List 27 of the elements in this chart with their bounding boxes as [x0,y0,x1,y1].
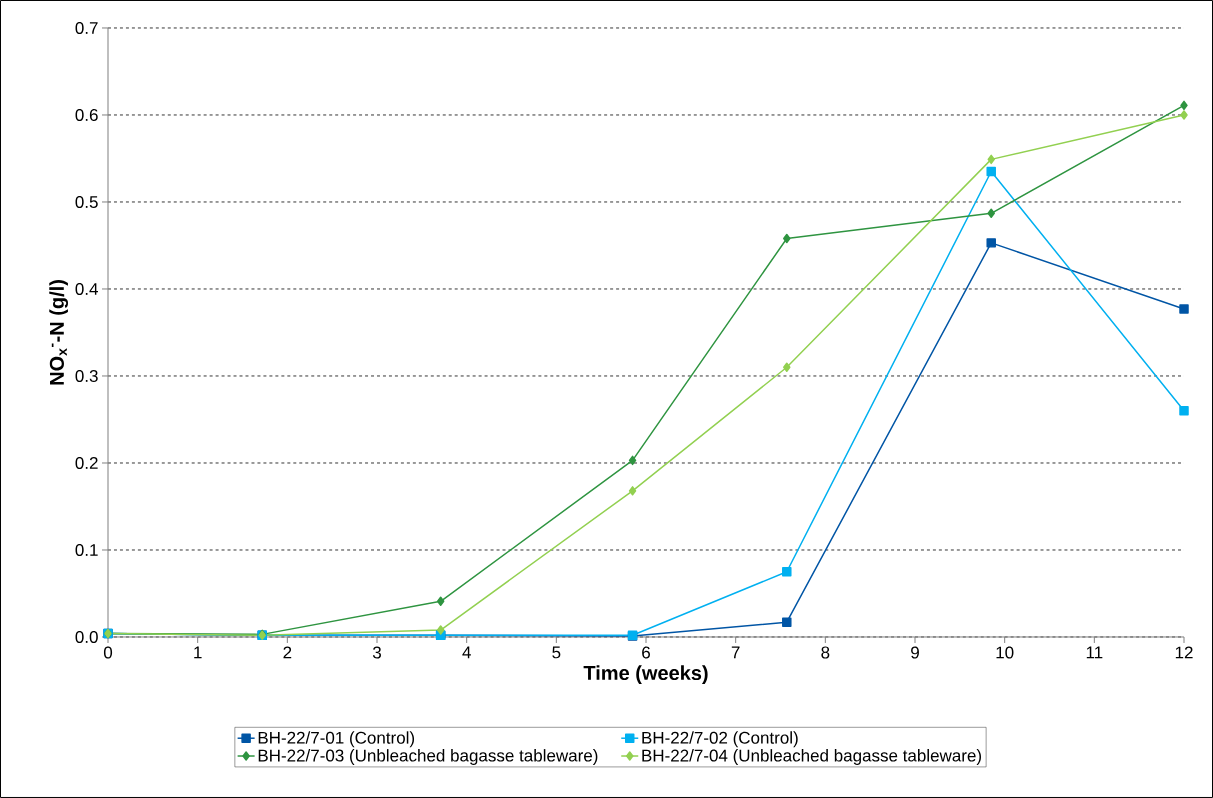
x-tick-label: 12 [1175,646,1193,659]
y-tick-label: 0.5 [75,195,98,209]
x-tick-label: 7 [731,646,740,659]
y-tick-label: 0.7 [75,21,98,35]
legend-label: BH-22/7-04 (Unbleached bagasse tableware) [642,749,981,765]
legend-label: BH-22/7-03 (Unbleached bagasse tableware) [258,749,598,765]
legend-label: BH-22/7-01 (Control) [258,731,415,748]
legend-label: BH-22/7-02 (Control) [642,731,798,748]
x-axis-title: Time (weeks) [583,665,708,685]
x-tick-label: 4 [462,646,471,659]
y-tick-label: 0.1 [75,543,98,557]
x-tick-label: 3 [372,646,381,659]
x-tick-label: 11 [1086,646,1103,659]
x-tick-label: 8 [821,646,830,659]
y-tick-label: 0.3 [75,369,98,383]
x-tick-label: 10 [996,646,1014,659]
y-axis-title: NO$_{x}$$^{-}$-N (g/l) [49,280,69,385]
x-tick-label: 0 [103,646,113,659]
x-tick-label: 9 [911,646,919,659]
x-tick-label: 5 [552,646,561,659]
x-tick-label: 6 [642,646,650,659]
y-tick-label: 0.4 [75,282,98,296]
x-tick-label: 1 [194,646,202,659]
y-tick-label: 0.6 [75,108,98,122]
x-tick-label: 2 [283,646,292,659]
y-tick-label: 0.0 [75,630,98,644]
y-tick-label: 0.2 [75,456,98,470]
